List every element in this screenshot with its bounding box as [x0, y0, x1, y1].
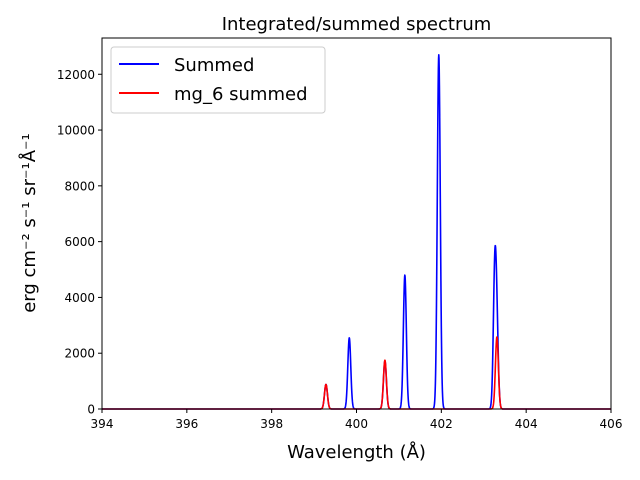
y-tick-label: 8000	[64, 179, 95, 193]
chart-title: Integrated/summed spectrum	[222, 14, 492, 35]
series-line-mg-6-summed	[101, 336, 612, 410]
y-axis: 0 2000 4000 6000 8000 10000 12000	[57, 68, 102, 417]
x-tick-label: 396	[175, 417, 198, 431]
y-tick-label: 12000	[57, 68, 95, 82]
legend-label-summed: Summed	[174, 55, 254, 76]
x-axis: 394 396 398 400 402 404 406	[91, 409, 623, 431]
x-axis-label: Wavelength (Å)	[287, 441, 426, 463]
x-tick-label: 398	[260, 417, 283, 431]
y-axis-label: erg cm⁻² s⁻¹ sr⁻¹Å⁻¹	[18, 133, 40, 313]
x-tick-label: 406	[600, 417, 623, 431]
x-tick-label: 394	[91, 417, 114, 431]
legend-box	[110, 46, 326, 114]
x-tick-label: 402	[430, 417, 453, 431]
y-tick-label: 0	[87, 403, 95, 417]
y-tick-label: 6000	[64, 235, 95, 249]
legend: Summed mg_6 summed	[110, 46, 326, 114]
x-tick-label: 404	[515, 417, 538, 431]
legend-label-mg6-summed: mg_6 summed	[174, 84, 308, 105]
y-tick-label: 4000	[64, 291, 95, 305]
y-tick-label: 10000	[57, 124, 95, 138]
y-tick-label: 2000	[64, 347, 95, 361]
x-tick-label: 400	[345, 417, 368, 431]
